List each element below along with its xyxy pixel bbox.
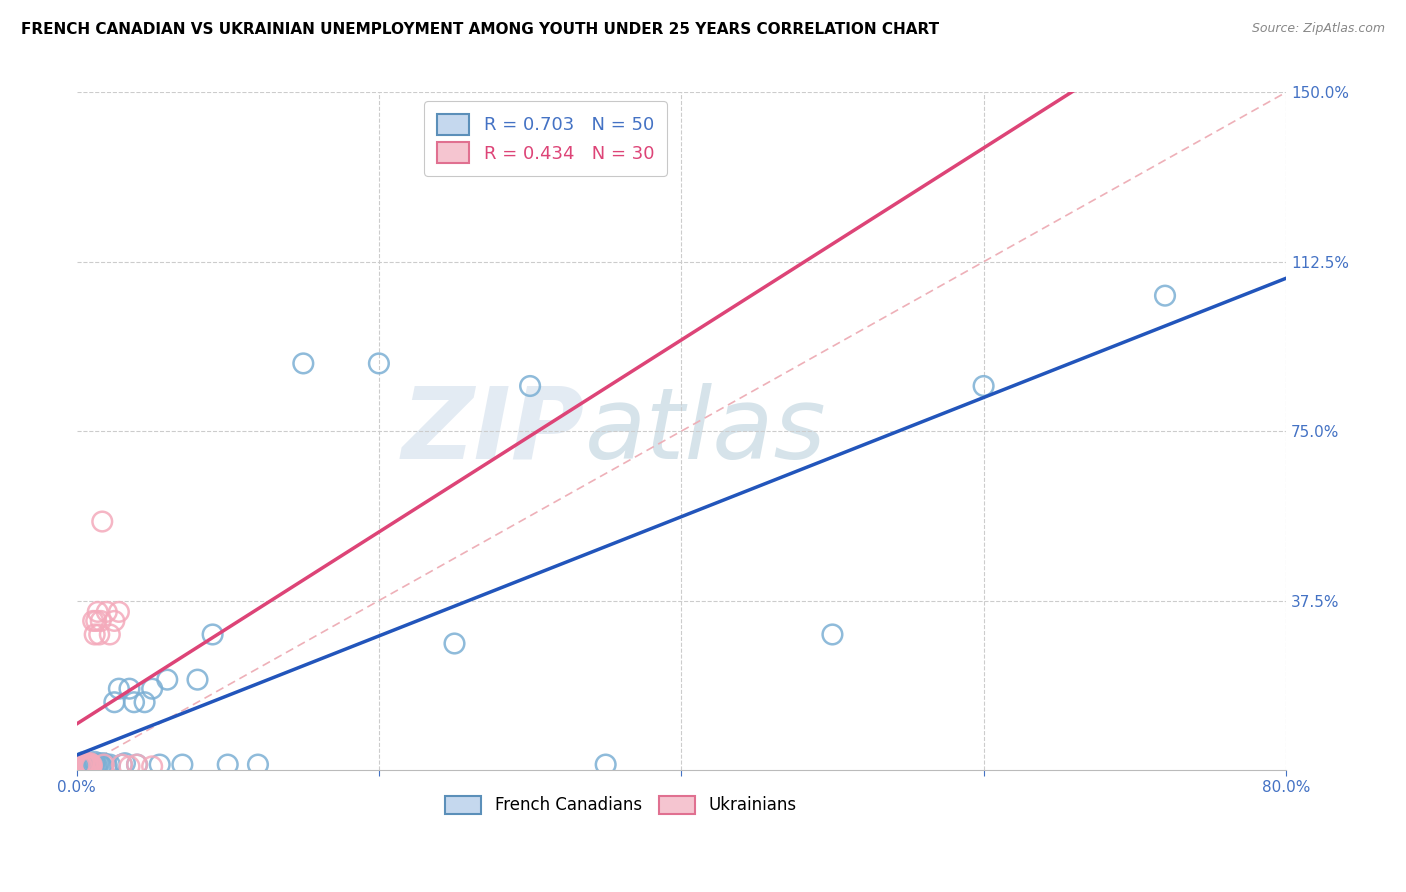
- Point: [186, 673, 208, 687]
- Point: [122, 695, 145, 709]
- Point: [111, 757, 134, 772]
- Point: [76, 758, 98, 772]
- Point: [83, 627, 105, 641]
- Text: atlas: atlas: [585, 383, 827, 480]
- Point: [118, 681, 141, 696]
- Point: [93, 756, 115, 771]
- Point: [75, 756, 97, 771]
- Point: [76, 759, 98, 773]
- Point: [82, 758, 104, 772]
- Point: [1154, 288, 1177, 302]
- Point: [134, 695, 156, 709]
- Point: [79, 756, 101, 771]
- Point: [93, 757, 115, 772]
- Point: [114, 756, 136, 771]
- Point: [80, 759, 103, 773]
- Point: [77, 758, 100, 772]
- Point: [108, 605, 131, 619]
- Point: [77, 757, 100, 772]
- Point: [125, 757, 148, 772]
- Point: [80, 756, 103, 771]
- Point: [292, 356, 315, 370]
- Point: [118, 759, 141, 773]
- Point: [83, 757, 105, 772]
- Legend: French Canadians, Ukrainians: French Canadians, Ukrainians: [436, 788, 806, 822]
- Point: [87, 605, 110, 619]
- Point: [125, 757, 148, 772]
- Point: [73, 755, 96, 769]
- Point: [821, 627, 844, 641]
- Point: [80, 758, 103, 772]
- Point: [73, 756, 96, 771]
- Point: [75, 758, 97, 772]
- Point: [69, 758, 91, 772]
- Point: [79, 759, 101, 773]
- Point: [519, 379, 541, 393]
- Point: [90, 614, 112, 628]
- Point: [91, 759, 114, 773]
- Point: [103, 614, 125, 628]
- Text: FRENCH CANADIAN VS UKRAINIAN UNEMPLOYMENT AMONG YOUTH UNDER 25 YEARS CORRELATION: FRENCH CANADIAN VS UKRAINIAN UNEMPLOYMEN…: [21, 22, 939, 37]
- Point: [89, 756, 111, 771]
- Point: [77, 756, 100, 771]
- Point: [367, 356, 389, 370]
- Point: [246, 757, 269, 772]
- Point: [141, 759, 163, 773]
- Point: [83, 755, 105, 769]
- Text: Source: ZipAtlas.com: Source: ZipAtlas.com: [1251, 22, 1385, 36]
- Point: [73, 757, 96, 772]
- Point: [75, 758, 97, 772]
- Point: [108, 681, 131, 696]
- Point: [70, 756, 93, 771]
- Point: [595, 757, 617, 772]
- Point: [84, 758, 107, 772]
- Point: [79, 757, 101, 772]
- Point: [72, 759, 94, 773]
- Point: [84, 614, 107, 628]
- Point: [156, 673, 179, 687]
- Point: [96, 605, 118, 619]
- Point: [77, 759, 100, 773]
- Point: [79, 758, 101, 772]
- Point: [96, 758, 118, 772]
- Point: [201, 627, 224, 641]
- Point: [73, 757, 96, 772]
- Point: [443, 636, 465, 650]
- Point: [80, 757, 103, 772]
- Point: [72, 758, 94, 772]
- Point: [103, 695, 125, 709]
- Point: [141, 681, 163, 696]
- Point: [98, 627, 121, 641]
- Point: [111, 757, 134, 772]
- Point: [217, 757, 239, 772]
- Point: [973, 379, 995, 393]
- Point: [82, 614, 104, 628]
- Point: [76, 757, 98, 772]
- Point: [76, 756, 98, 771]
- Point: [87, 757, 110, 772]
- Text: ZIP: ZIP: [402, 383, 585, 480]
- Point: [172, 757, 194, 772]
- Point: [90, 758, 112, 772]
- Point: [69, 758, 91, 772]
- Point: [91, 515, 114, 529]
- Point: [70, 757, 93, 772]
- Point: [89, 627, 111, 641]
- Point: [149, 757, 172, 772]
- Point: [98, 757, 121, 772]
